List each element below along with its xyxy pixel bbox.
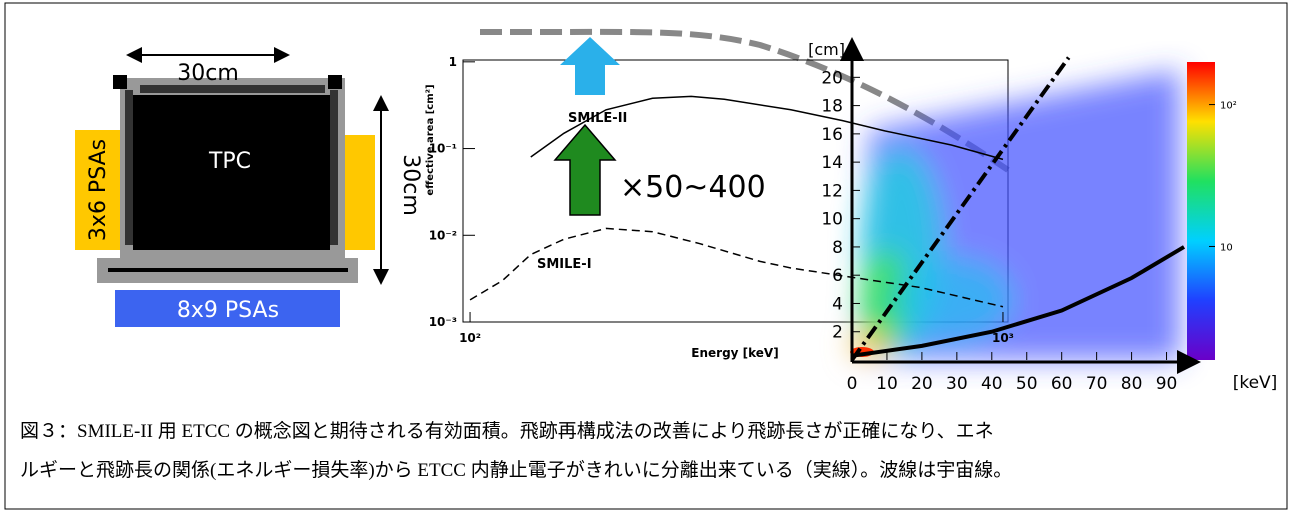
x-tick-label: 70: [1086, 374, 1108, 394]
y-tick-label: 10⁻³: [429, 315, 457, 329]
curve: [851, 245, 1186, 358]
y-tick-label: 16: [821, 125, 843, 145]
x-axis-label: Energy [keV]: [691, 346, 778, 360]
x-tick-label: 50: [1016, 374, 1038, 394]
x-tick-label: 0: [847, 374, 858, 394]
y-tick-label: 1: [449, 55, 457, 69]
colorbar-label: 10²: [1220, 101, 1237, 112]
height-label: 30cm: [398, 154, 423, 216]
y-axis-label: effective area [cm²]: [425, 84, 436, 195]
y-tick-label: 18: [821, 97, 843, 117]
tpc-label: TPC: [208, 149, 251, 174]
figure-border: [4, 2, 1288, 510]
x-tick-label: 40: [981, 374, 1003, 394]
y-tick-label: 12: [821, 181, 843, 201]
side-label: 3x6 PSAs: [86, 139, 111, 241]
up-arrow: [560, 37, 620, 95]
y-tick-label: 14: [821, 153, 843, 173]
curve: [530, 95, 1004, 161]
y-tick-label: 4: [832, 294, 843, 314]
y-tick-label: 10⁻²: [429, 228, 457, 242]
gain-arrow: [553, 123, 617, 216]
series-label: SMILE-I: [537, 257, 592, 272]
y-tick-label: 10⁻¹: [429, 142, 457, 156]
caption-line: 図３：SMILE-II 用 ETCC の概念図と期待される有効面積。飛跡再構成法…: [20, 419, 994, 442]
detector-diagram: 30cm TPC 3x6 PSAs 30cm 8x9 PSAs: [75, 47, 423, 327]
x-unit: [keV]: [1233, 373, 1278, 393]
y-tick-label: 6: [832, 266, 843, 286]
width-label: 30cm: [177, 61, 239, 86]
y-tick-label: 10: [821, 210, 843, 230]
curve: [469, 227, 1004, 308]
colorbar-label: 10: [1220, 242, 1233, 253]
x-tick-label: 20: [911, 374, 933, 394]
y-tick-label: 8: [832, 238, 843, 258]
x-tick-label: 10²: [459, 331, 481, 345]
x-tick-label: 30: [946, 374, 968, 394]
gain-annotation: ×50~400: [620, 170, 766, 205]
curve: [850, 56, 1071, 362]
bottom-label: 8x9 PSAs: [177, 298, 279, 323]
caption-line: ルギーと飛跡長の関係(エネルギー損失率)から ETCC 内静止電子がきれいに分離…: [20, 459, 1012, 481]
colorbar: [1187, 62, 1215, 360]
density-map: [850, 70, 1180, 360]
x-tick-label: 10: [876, 374, 898, 394]
y-tick-label: 20: [821, 68, 843, 88]
y-tick-label: 2: [832, 323, 843, 343]
x-tick-label: 60: [1051, 374, 1073, 394]
y-unit: [cm]: [808, 40, 845, 59]
x-tick-label: 80: [1121, 374, 1143, 394]
x-tick-label: 10³: [992, 331, 1014, 345]
x-tick-label: 90: [1156, 374, 1178, 394]
series-label: SMILE-II: [568, 111, 627, 126]
